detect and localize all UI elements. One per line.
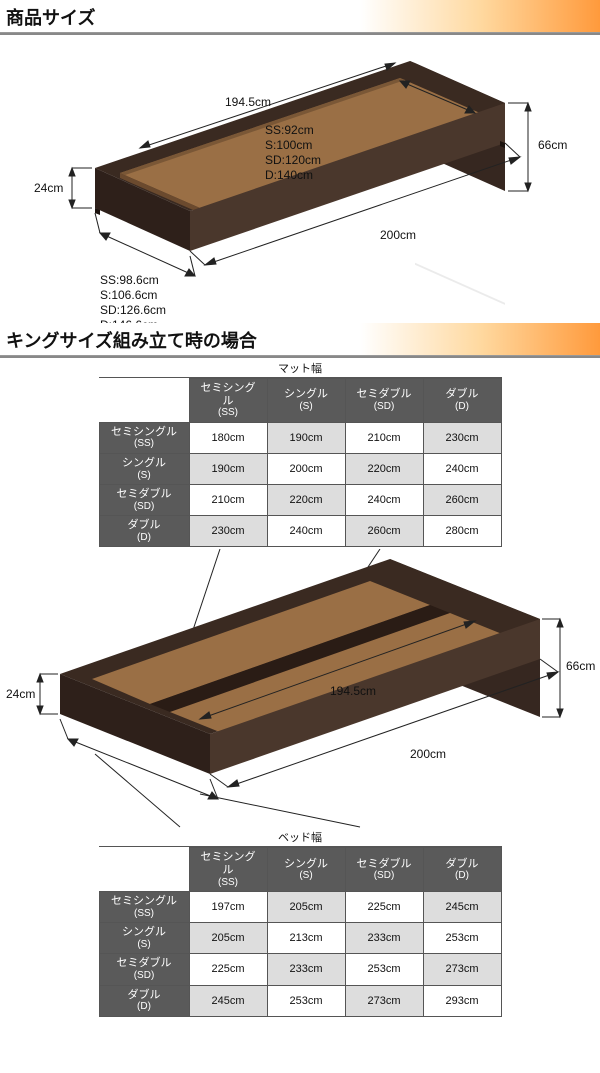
- col-header: セミダブル(SD): [345, 379, 423, 423]
- row-header: セミシングル(SS): [99, 892, 189, 923]
- table-cell: 210cm: [189, 485, 267, 516]
- table-cell: 293cm: [423, 985, 501, 1016]
- dim2-headboard-h: 66cm: [566, 659, 595, 673]
- dim-inner-widths: SS:92cm S:100cm SD:120cm D:140cm: [265, 123, 321, 183]
- bed-table-block: ベッド幅 セミシングル(SS)シングル(S)セミダブル(SD)ダブル(D)セミシ…: [0, 829, 600, 1016]
- table-cell: 205cm: [189, 923, 267, 954]
- table-corner: [99, 379, 189, 423]
- table-cell: 220cm: [345, 453, 423, 484]
- table-cell: 245cm: [189, 985, 267, 1016]
- heading-product-size: 商品サイズ: [0, 0, 600, 33]
- row-header: セミシングル(SS): [99, 422, 189, 453]
- bed-table-caption: ベッド幅: [99, 829, 502, 847]
- table-cell: 180cm: [189, 422, 267, 453]
- table-corner: [99, 848, 189, 892]
- row-header: ダブル(D): [99, 985, 189, 1016]
- table-cell: 240cm: [267, 516, 345, 547]
- table-cell: 197cm: [189, 892, 267, 923]
- table-cell: 225cm: [345, 892, 423, 923]
- table-cell: 260cm: [345, 516, 423, 547]
- dim-side-h: 24cm: [34, 181, 63, 195]
- row-header: シングル(S): [99, 453, 189, 484]
- table-cell: 225cm: [189, 954, 267, 985]
- table-cell: 210cm: [345, 422, 423, 453]
- table-cell: 205cm: [267, 892, 345, 923]
- col-header: セミダブル(SD): [345, 848, 423, 892]
- bed-width-table: ベッド幅 セミシングル(SS)シングル(S)セミダブル(SD)ダブル(D)セミシ…: [99, 829, 502, 1016]
- table-cell: 273cm: [423, 954, 501, 985]
- col-header: セミシングル(SS): [189, 379, 267, 423]
- dim-inner-length: 194.5cm: [225, 95, 271, 109]
- mat-table-block: マット幅 セミシングル(SS)シングル(S)セミダブル(SD)ダブル(D)セミシ…: [0, 360, 600, 547]
- table-cell: 190cm: [267, 422, 345, 453]
- table-cell: 213cm: [267, 923, 345, 954]
- col-header: シングル(S): [267, 379, 345, 423]
- row-header: セミダブル(SD): [99, 954, 189, 985]
- table-cell: 253cm: [345, 954, 423, 985]
- table-cell: 200cm: [267, 453, 345, 484]
- col-header: シングル(S): [267, 848, 345, 892]
- table-cell: 253cm: [423, 923, 501, 954]
- col-header: セミシングル(SS): [189, 848, 267, 892]
- row-header: セミダブル(SD): [99, 485, 189, 516]
- table-cell: 233cm: [345, 923, 423, 954]
- table-cell: 230cm: [423, 422, 501, 453]
- row-header: シングル(S): [99, 923, 189, 954]
- table-cell: 260cm: [423, 485, 501, 516]
- table-cell: 190cm: [189, 453, 267, 484]
- heading-king-size: キングサイズ組み立て時の場合: [0, 323, 600, 356]
- table-cell: 220cm: [267, 485, 345, 516]
- col-header: ダブル(D): [423, 379, 501, 423]
- mat-width-table: マット幅 セミシングル(SS)シングル(S)セミダブル(SD)ダブル(D)セミシ…: [99, 360, 502, 547]
- dim2-inner-length: 194.5cm: [330, 684, 376, 698]
- table-cell: 245cm: [423, 892, 501, 923]
- table-cell: 230cm: [189, 516, 267, 547]
- diagram-single-bed: 194.5cm SS:92cm S:100cm SD:120cm D:140cm…: [0, 33, 600, 323]
- dim-headboard-h: 66cm: [538, 138, 567, 152]
- col-header: ダブル(D): [423, 848, 501, 892]
- dim2-outer-length: 200cm: [410, 747, 446, 761]
- table-cell: 233cm: [267, 954, 345, 985]
- dim-outer-length: 200cm: [380, 228, 416, 242]
- table-cell: 280cm: [423, 516, 501, 547]
- diagram-king-bed: 24cm 66cm 194.5cm 200cm: [0, 549, 600, 829]
- mat-table-caption: マット幅: [99, 360, 502, 378]
- table-cell: 240cm: [423, 453, 501, 484]
- table-cell: 253cm: [267, 985, 345, 1016]
- dim2-side-h: 24cm: [6, 687, 35, 701]
- row-header: ダブル(D): [99, 516, 189, 547]
- table-cell: 273cm: [345, 985, 423, 1016]
- table-cell: 240cm: [345, 485, 423, 516]
